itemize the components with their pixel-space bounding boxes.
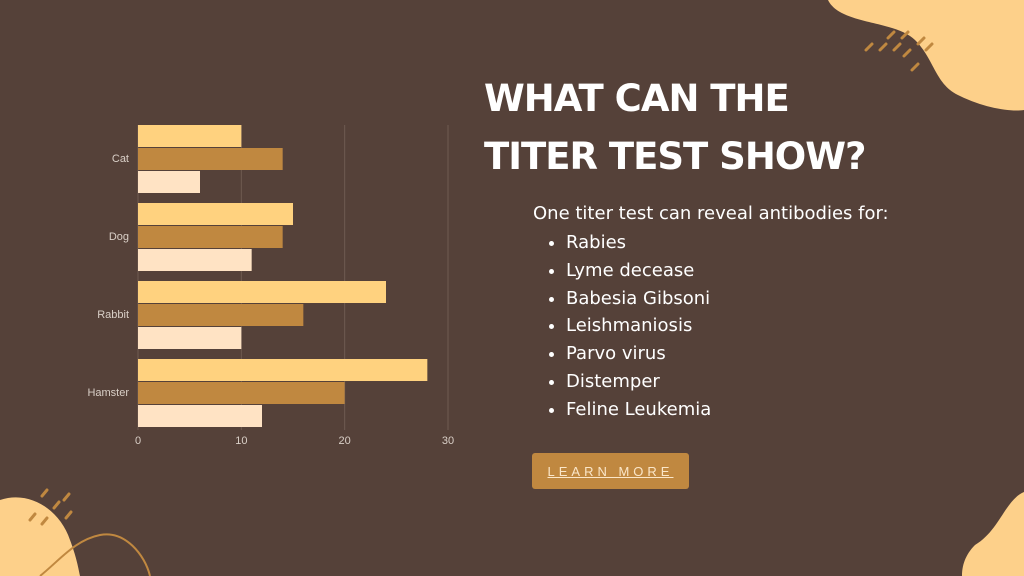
- list-item: Lyme decease: [566, 257, 711, 285]
- x-tick-label: 10: [235, 435, 247, 447]
- bar: [138, 382, 345, 404]
- bar: [138, 359, 428, 381]
- bar: [138, 304, 304, 326]
- bar: [138, 281, 386, 303]
- x-tick-label: 0: [135, 435, 141, 447]
- y-tick-label: Rabbit: [97, 309, 129, 321]
- bar: [138, 125, 242, 147]
- list-item: Parvo virus: [566, 340, 711, 368]
- y-tick-label: Dog: [109, 231, 129, 243]
- bar: [138, 327, 242, 349]
- list-item: Rabies: [566, 229, 711, 257]
- x-tick-label: 30: [442, 435, 454, 447]
- bar: [138, 203, 293, 225]
- title: What can the titer test show?: [484, 77, 867, 178]
- antibody-list: RabiesLyme deceaseBabesia GibsoniLeishma…: [548, 229, 711, 424]
- intro-text: One titer test can reveal antibodies for…: [533, 203, 889, 224]
- x-tick-label: 20: [339, 435, 351, 447]
- list-item: Leishmaniosis: [566, 312, 711, 340]
- bar: [138, 148, 283, 170]
- bar: [138, 249, 252, 271]
- bar: [138, 405, 262, 427]
- learn-more-button[interactable]: LEARN MORE: [532, 453, 689, 489]
- list-item: Distemper: [566, 368, 711, 396]
- y-tick-label: Hamster: [87, 387, 129, 399]
- bar: [138, 226, 283, 248]
- list-item: Babesia Gibsoni: [566, 285, 711, 313]
- bar: [138, 171, 200, 193]
- y-tick-label: Cat: [112, 153, 129, 165]
- list-item: Feline Leukemia: [566, 396, 711, 424]
